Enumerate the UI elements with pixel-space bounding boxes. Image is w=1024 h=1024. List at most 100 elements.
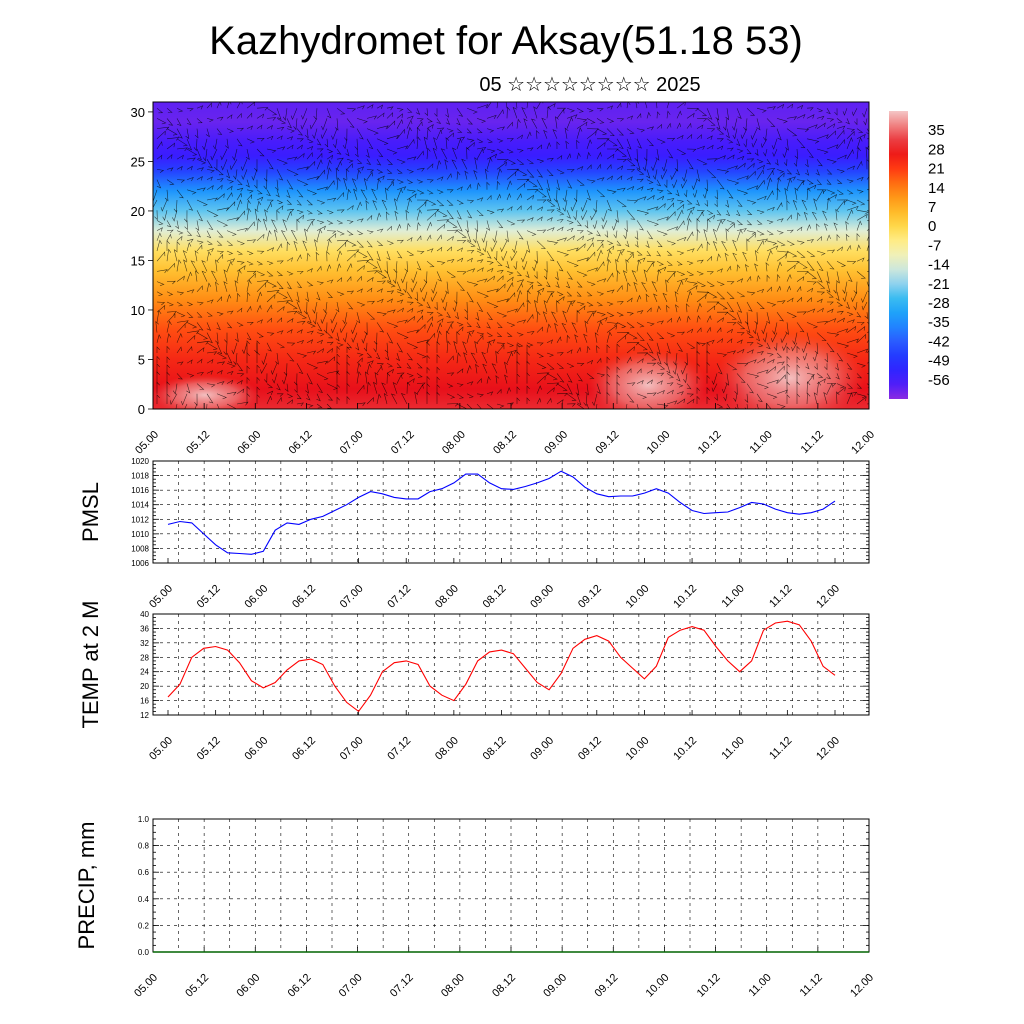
wind-barb (406, 363, 412, 369)
wind-barb (206, 342, 218, 350)
wind-barb (173, 249, 178, 262)
wind-barb (516, 178, 530, 183)
wind-barb (296, 301, 303, 314)
wind-barb (236, 210, 246, 221)
wind-barb (656, 216, 669, 221)
wind-barb (286, 301, 298, 310)
wind-barb (566, 373, 573, 383)
heatmap-x-label: 06.12 (287, 429, 315, 457)
wind-barb (496, 102, 499, 109)
wind-barb (276, 169, 284, 181)
wind-barb (746, 275, 752, 282)
wind-barb (516, 397, 520, 404)
wind-barb (712, 228, 718, 241)
wind-barb (606, 175, 613, 181)
wind-barb (656, 362, 666, 370)
wind-barb (796, 250, 806, 258)
wind-barb (636, 294, 642, 303)
wind-barb (306, 281, 314, 287)
wind-barb (162, 210, 168, 221)
wind-barb (836, 310, 844, 315)
wind-barb (206, 230, 212, 239)
wind-barb (586, 301, 594, 307)
wind-barb (343, 128, 348, 142)
y-tick-label: 1020 (131, 457, 149, 466)
heatmap-x-label: 11.00 (747, 429, 774, 456)
wind-barb (326, 238, 332, 252)
wind-barb (686, 328, 694, 334)
wind-barb (796, 260, 808, 269)
wind-barb (733, 393, 738, 403)
wind-barb (586, 359, 594, 365)
wind-barb (364, 322, 368, 336)
wind-barb (794, 148, 799, 160)
wind-barb (660, 169, 668, 180)
wind-barb (636, 342, 648, 351)
wind-barb (356, 362, 362, 374)
y-tick-label: 0.0 (138, 948, 150, 957)
wind-barb (316, 383, 323, 394)
wind-barb (306, 151, 313, 160)
wind-barb (436, 209, 448, 218)
wind-barb (853, 301, 858, 311)
wind-barb (795, 169, 801, 176)
wind-barb (696, 291, 710, 296)
wind-barb (864, 312, 869, 320)
wind-barb (623, 230, 628, 240)
wind-barb (470, 352, 478, 364)
wind-barb (646, 307, 652, 313)
wind-barb (176, 332, 183, 343)
wind-barb (845, 301, 851, 310)
wind-barb (277, 393, 284, 397)
wind-barb (776, 365, 785, 374)
wind-barb (416, 323, 426, 333)
wind-barb (496, 311, 508, 318)
wind-barb (760, 138, 768, 149)
wind-barb (626, 102, 631, 109)
wind-barb (596, 141, 606, 150)
wind-barb (763, 148, 768, 157)
wind-barb (436, 176, 444, 181)
wind-barb (309, 118, 318, 130)
wind-barb (851, 108, 858, 117)
wind-barb (256, 376, 260, 384)
wind-barb (394, 210, 399, 221)
wind-barb (726, 265, 732, 272)
wind-barb (536, 375, 546, 384)
x-tick-label: 09.00 (541, 972, 569, 1000)
colorbar-label: 28 (928, 141, 945, 158)
wind-barb (846, 205, 859, 211)
wind-barb (666, 240, 676, 246)
wind-barb (366, 352, 373, 358)
wind-barb (235, 332, 239, 343)
wind-barb (206, 370, 214, 375)
wind-barb (836, 129, 845, 139)
wind-barb (756, 169, 764, 180)
wind-barb (646, 362, 657, 367)
wind-barb (636, 128, 646, 133)
series-line (167, 470, 836, 555)
wind-barb (266, 230, 272, 241)
colorbar-label: -42 (928, 333, 950, 350)
wind-barb (447, 189, 454, 193)
wind-barb (696, 259, 704, 264)
wind-barb (696, 243, 703, 252)
wind-barb (256, 364, 260, 374)
heatmap-x-label: 05.00 (133, 429, 161, 457)
wind-barb (556, 392, 568, 397)
x-tick-label: 08.00 (433, 583, 461, 611)
wind-barb (172, 383, 178, 395)
wind-barb (436, 189, 444, 194)
wind-barb (266, 293, 276, 303)
wind-barb (416, 179, 424, 184)
wind-barb (686, 271, 695, 277)
wind-barb (434, 108, 438, 117)
wind-barb (376, 175, 385, 180)
wind-barb (656, 332, 665, 339)
wind-barb (836, 352, 844, 362)
x-tick-label: 11.00 (719, 583, 746, 610)
wind-barb (506, 308, 518, 313)
wind-barb (186, 230, 193, 236)
wind-barb (196, 383, 205, 390)
wind-barb (656, 403, 669, 409)
